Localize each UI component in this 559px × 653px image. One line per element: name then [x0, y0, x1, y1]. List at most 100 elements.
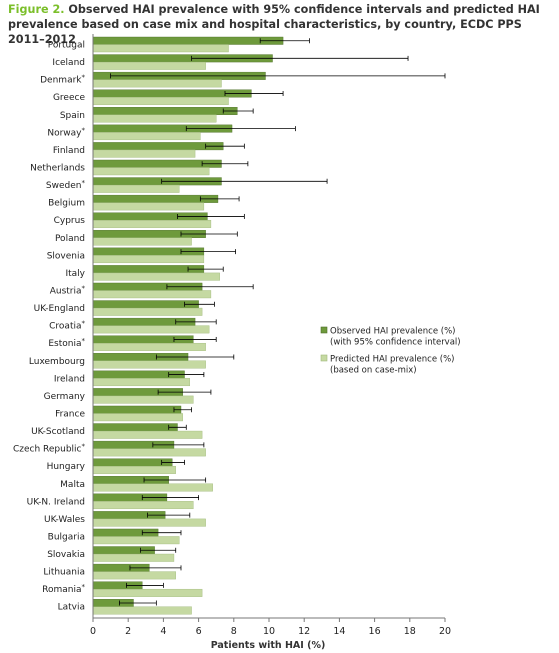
- bar-predicted: [92, 518, 206, 527]
- bar-predicted: [92, 378, 191, 387]
- legend-item-predicted: Predicted HAI prevalence (%)(based on ca…: [320, 354, 454, 376]
- error-bars-layer: [110, 38, 446, 606]
- bar-predicted: [92, 114, 217, 123]
- x-tick-label: 0: [90, 626, 96, 637]
- category-label: Austria*: [50, 284, 86, 296]
- bar-predicted: [92, 307, 203, 316]
- bar-predicted: [92, 588, 203, 597]
- x-tick-label: 2: [125, 626, 131, 637]
- category-label: Malta: [60, 480, 85, 490]
- legend: Observed HAI prevalence (%)(with 95% con…: [320, 326, 461, 376]
- category-label: Hungary: [47, 462, 86, 472]
- bar-observed: [92, 36, 284, 45]
- category-label: Iceland: [52, 58, 85, 68]
- x-tick-label: 6: [196, 626, 202, 637]
- legend-swatch: [320, 326, 328, 334]
- x-tick-label: 10: [263, 626, 275, 637]
- x-axis-label: Patients with HAI (%): [211, 640, 326, 651]
- bar-observed: [92, 107, 238, 115]
- bar-observed: [92, 142, 224, 151]
- bar-predicted: [92, 79, 222, 88]
- legend-swatch: [320, 354, 328, 362]
- category-label: Croatia*: [49, 320, 85, 332]
- bar-observed: [92, 458, 173, 467]
- bar-predicted: [92, 536, 180, 545]
- bars-layer: [92, 36, 284, 615]
- bar-predicted: [92, 413, 183, 422]
- category-label: Ireland: [54, 374, 85, 384]
- category-label: Netherlands: [30, 163, 85, 173]
- category-label: Lithuania: [43, 568, 85, 578]
- category-label: Spain: [60, 111, 85, 121]
- bar-observed: [92, 300, 199, 309]
- legend-label: (based on case-mix): [330, 366, 417, 376]
- bar-predicted: [92, 360, 206, 369]
- category-label: Germany: [44, 392, 86, 402]
- bar-predicted: [92, 553, 175, 562]
- category-label: Romania*: [42, 583, 85, 595]
- bar-observed: [92, 194, 219, 203]
- bar-predicted: [92, 325, 210, 334]
- category-label: Slovenia: [47, 251, 85, 261]
- category-label: Estonia*: [48, 337, 85, 349]
- bar-predicted: [92, 290, 212, 299]
- figure-label: Figure 2.: [8, 3, 65, 16]
- bar-predicted: [92, 149, 196, 158]
- category-label: Latvia: [58, 603, 85, 613]
- bar-predicted: [92, 430, 203, 439]
- legend-label: Observed HAI prevalence (%): [330, 327, 455, 337]
- category-label: Czech Republic*: [13, 443, 86, 455]
- bar-predicted: [92, 342, 206, 351]
- category-label: Finland: [53, 146, 85, 156]
- x-tick-label: 4: [160, 626, 166, 637]
- bar-predicted: [92, 483, 213, 492]
- bar-observed: [92, 423, 178, 432]
- bar-predicted: [92, 272, 220, 281]
- category-label: Greece: [53, 93, 85, 103]
- category-label: Denmark*: [40, 74, 85, 86]
- bar-predicted: [92, 606, 192, 615]
- category-label: Italy: [65, 269, 85, 279]
- x-axis: 0 2 4 6 8 10 12 14 16 18 20: [90, 34, 451, 637]
- category-label: Portugal: [48, 41, 85, 51]
- bar-predicted: [92, 448, 206, 457]
- x-tick-label: 18: [404, 626, 416, 637]
- bar-predicted: [92, 501, 194, 510]
- category-label: Slovakia: [47, 550, 85, 560]
- bar-predicted: [92, 202, 205, 211]
- x-tick-label: 8: [231, 626, 237, 637]
- category-label: Bulgaria: [48, 532, 85, 542]
- category-label: Belgium: [48, 199, 85, 209]
- category-label: Cyprus: [54, 216, 86, 226]
- bar-predicted: [92, 395, 194, 404]
- bar-predicted: [92, 184, 180, 193]
- bar-predicted: [92, 44, 229, 53]
- category-label: Sweden*: [46, 179, 86, 191]
- x-tick-label: 20: [439, 626, 451, 637]
- category-label: France: [55, 409, 85, 419]
- bar-predicted: [92, 132, 201, 141]
- bar-observed: [92, 265, 205, 274]
- x-tick-label: 12: [298, 626, 310, 637]
- x-tick-label: 14: [333, 626, 345, 637]
- bar-predicted: [92, 237, 192, 246]
- bar-predicted: [92, 255, 205, 264]
- legend-label: (with 95% confidence interval): [330, 338, 461, 348]
- category-labels: Portugal Iceland Denmark* Greece Spain Norway…: [13, 41, 86, 613]
- bar-predicted: [92, 61, 206, 70]
- category-label: Poland: [55, 234, 85, 244]
- category-label: Norway*: [47, 126, 85, 138]
- category-label: UK-Wales: [44, 515, 85, 525]
- bar-predicted: [92, 97, 229, 105]
- bar-predicted: [92, 219, 212, 228]
- x-tick-label: 16: [369, 626, 381, 637]
- figure-title-block: Figure 2. Observed HAI prevalence with 9…: [8, 2, 556, 47]
- legend-item-observed: Observed HAI prevalence (%)(with 95% con…: [320, 326, 461, 348]
- category-label: UK-Scotland: [31, 427, 85, 437]
- figure-title: Observed HAI prevalence with 95% confide…: [8, 3, 540, 46]
- category-label: UK-N. Ireland: [27, 497, 85, 507]
- category-label: UK-England: [34, 304, 85, 314]
- bar-observed: [92, 405, 182, 414]
